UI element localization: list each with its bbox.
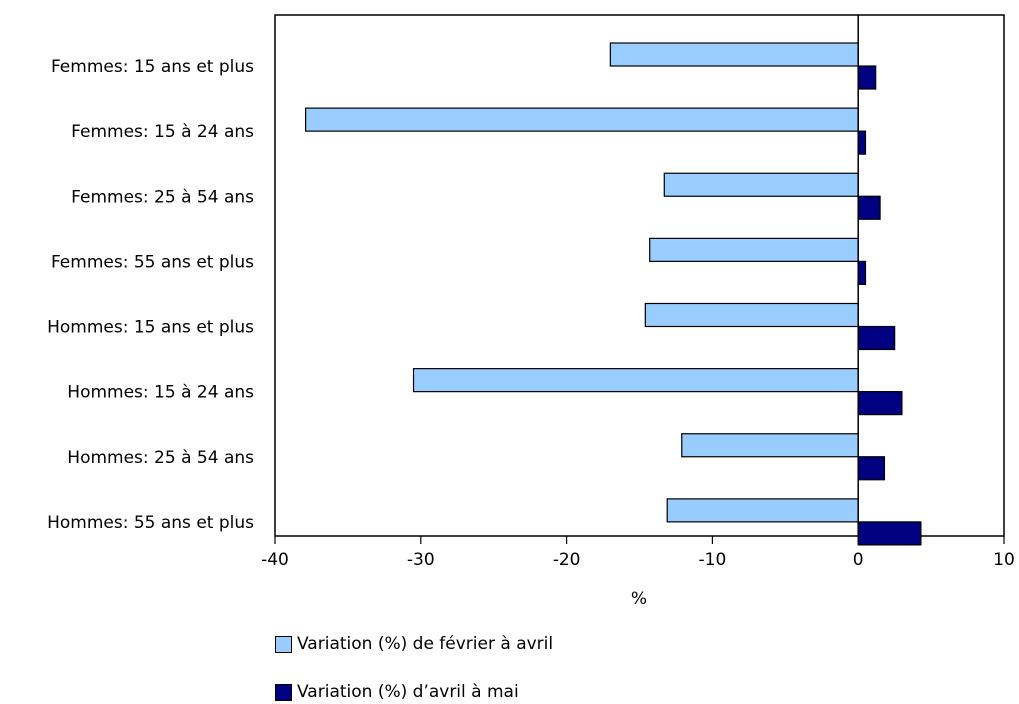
category-label: Femmes: 25 à 54 ans bbox=[71, 187, 254, 207]
x-tick-label: -10 bbox=[699, 550, 727, 570]
category-labels: Femmes: 15 ans et plus Femmes: 15 à 24 an… bbox=[47, 57, 254, 533]
bar-avril-mai-2 bbox=[857, 195, 881, 220]
bar-fevrier-avril-2 bbox=[663, 172, 859, 197]
legend-item-fevrier-avril: Variation (%) de février à avril bbox=[275, 634, 553, 654]
bar-fevrier-avril-5 bbox=[412, 368, 859, 393]
legend-label-avril-mai: Variation (%) d’avril à mai bbox=[297, 682, 519, 702]
bar-fevrier-avril-6 bbox=[681, 433, 859, 458]
category-label: Femmes: 15 à 24 ans bbox=[71, 122, 254, 142]
legend-swatch-fevrier-avril bbox=[275, 635, 292, 653]
category-label: Hommes: 15 ans et plus bbox=[47, 318, 254, 338]
category-label: Hommes: 25 à 54 ans bbox=[67, 448, 254, 468]
bar-avril-mai-4 bbox=[857, 325, 896, 351]
bar-avril-mai-1 bbox=[857, 130, 867, 155]
bar-fevrier-avril-3 bbox=[649, 237, 859, 262]
bar-avril-mai-5 bbox=[857, 391, 903, 416]
legend-swatch-avril-mai bbox=[275, 683, 292, 701]
x-tick-label: 10 bbox=[993, 550, 1015, 570]
bar-fevrier-avril-0 bbox=[609, 42, 859, 67]
x-tick-label: -40 bbox=[261, 550, 289, 570]
plot-frame bbox=[274, 14, 1005, 537]
bar-avril-mai-7 bbox=[857, 521, 922, 546]
bar-fevrier-avril-7 bbox=[666, 498, 859, 523]
category-label: Femmes: 55 ans et plus bbox=[51, 252, 254, 272]
bar-fevrier-avril-4 bbox=[644, 302, 859, 328]
bar-fevrier-avril-1 bbox=[305, 107, 859, 132]
x-tick-label: 0 bbox=[853, 550, 864, 570]
bars-group bbox=[305, 42, 922, 546]
bar-avril-mai-0 bbox=[857, 65, 877, 90]
bar-avril-mai-3 bbox=[857, 260, 867, 285]
x-tick-label: -30 bbox=[407, 550, 435, 570]
bar-avril-mai-6 bbox=[857, 456, 886, 481]
category-label: Hommes: 55 ans et plus bbox=[47, 513, 254, 533]
x-tick-label: -20 bbox=[553, 550, 581, 570]
category-label: Femmes: 15 ans et plus bbox=[51, 57, 254, 77]
legend-item-avril-mai: Variation (%) d’avril à mai bbox=[275, 682, 519, 702]
category-label: Hommes: 15 à 24 ans bbox=[67, 383, 254, 403]
legend-label-fevrier-avril: Variation (%) de février à avril bbox=[297, 634, 554, 654]
x-axis-label: % bbox=[631, 589, 647, 609]
x-axis-ticks: -40 -30 -20 -10 0 10 bbox=[261, 536, 1015, 570]
